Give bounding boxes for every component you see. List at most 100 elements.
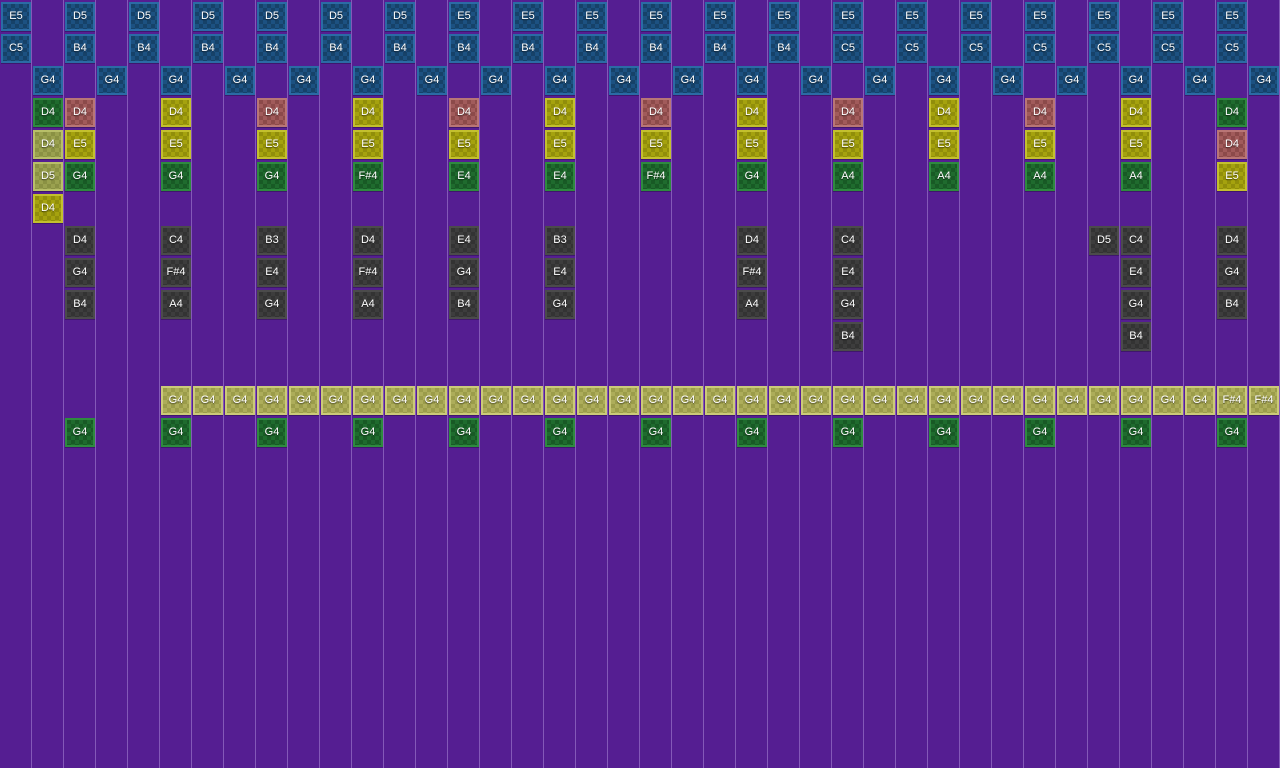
- note-block-e5-blue[interactable]: E5: [1217, 2, 1247, 31]
- note-block-fs4-khaki[interactable]: F#4: [1217, 386, 1247, 415]
- note-block-fs4-green[interactable]: F#4: [641, 162, 671, 191]
- note-block-g4-blue[interactable]: G4: [1185, 66, 1215, 95]
- note-block-g4-khaki[interactable]: G4: [737, 386, 767, 415]
- note-block-e5-blue[interactable]: E5: [961, 2, 991, 31]
- note-block-e5-blue[interactable]: E5: [1, 2, 31, 31]
- note-block-g4-khaki[interactable]: G4: [513, 386, 543, 415]
- note-block-g4-blue[interactable]: G4: [1057, 66, 1087, 95]
- note-block-g4-khaki[interactable]: G4: [385, 386, 415, 415]
- note-block-g4-khaki[interactable]: G4: [801, 386, 831, 415]
- note-block-e5-yellow[interactable]: E5: [545, 130, 575, 159]
- note-block-g4-blue[interactable]: G4: [673, 66, 703, 95]
- note-block-g4-blue[interactable]: G4: [289, 66, 319, 95]
- note-block-e5-yellow[interactable]: E5: [257, 130, 287, 159]
- note-block-b4-gray[interactable]: B4: [833, 322, 863, 351]
- note-block-c5-blue[interactable]: C5: [1, 34, 31, 63]
- note-block-b4-gray[interactable]: B4: [1121, 322, 1151, 351]
- note-block-g4-blue[interactable]: G4: [993, 66, 1023, 95]
- note-block-e4-gray[interactable]: E4: [833, 258, 863, 287]
- note-block-g4-blue[interactable]: G4: [801, 66, 831, 95]
- note-block-b3-gray[interactable]: B3: [545, 226, 575, 255]
- note-block-e4-gray[interactable]: E4: [257, 258, 287, 287]
- note-block-e5-blue[interactable]: E5: [577, 2, 607, 31]
- note-block-g4-khaki[interactable]: G4: [961, 386, 991, 415]
- note-block-g4-khaki[interactable]: G4: [609, 386, 639, 415]
- note-block-g4-green[interactable]: G4: [929, 418, 959, 447]
- note-block-g4-green[interactable]: G4: [737, 162, 767, 191]
- note-block-b4-blue[interactable]: B4: [449, 34, 479, 63]
- note-block-e5-blue[interactable]: E5: [641, 2, 671, 31]
- note-block-e5-yellow[interactable]: E5: [929, 130, 959, 159]
- note-block-d5-blue[interactable]: D5: [129, 2, 159, 31]
- note-block-e5-yellow[interactable]: E5: [641, 130, 671, 159]
- note-block-d5-gray[interactable]: D5: [1089, 226, 1119, 255]
- note-block-e5-yellow[interactable]: E5: [65, 130, 95, 159]
- note-block-g4-khaki[interactable]: G4: [833, 386, 863, 415]
- note-block-b4-blue[interactable]: B4: [641, 34, 671, 63]
- note-block-g4-blue[interactable]: G4: [353, 66, 383, 95]
- note-block-g4-khaki[interactable]: G4: [929, 386, 959, 415]
- note-block-g4-khaki[interactable]: G4: [1153, 386, 1183, 415]
- note-block-e4-gray[interactable]: E4: [545, 258, 575, 287]
- note-block-d4-green[interactable]: D4: [33, 98, 63, 127]
- note-block-g4-green[interactable]: G4: [257, 418, 287, 447]
- note-block-c5-blue[interactable]: C5: [1217, 34, 1247, 63]
- note-block-e5-yellow[interactable]: E5: [1121, 130, 1151, 159]
- note-block-c4-gray[interactable]: C4: [833, 226, 863, 255]
- note-block-d5-blue[interactable]: D5: [385, 2, 415, 31]
- note-block-g4-gray[interactable]: G4: [833, 290, 863, 319]
- note-block-a4-gray[interactable]: A4: [353, 290, 383, 319]
- note-block-g4-green[interactable]: G4: [257, 162, 287, 191]
- note-block-b4-blue[interactable]: B4: [513, 34, 543, 63]
- note-block-d4-yellow[interactable]: D4: [33, 194, 63, 223]
- note-block-g4-khaki[interactable]: G4: [449, 386, 479, 415]
- note-block-e5-blue[interactable]: E5: [513, 2, 543, 31]
- note-block-g4-khaki[interactable]: G4: [545, 386, 575, 415]
- note-block-g4-blue[interactable]: G4: [33, 66, 63, 95]
- note-block-g4-khaki[interactable]: G4: [1185, 386, 1215, 415]
- note-block-fs4-gray[interactable]: F#4: [737, 258, 767, 287]
- note-block-g4-blue[interactable]: G4: [1249, 66, 1279, 95]
- note-block-c4-gray[interactable]: C4: [161, 226, 191, 255]
- note-block-g4-blue[interactable]: G4: [417, 66, 447, 95]
- note-block-g4-green[interactable]: G4: [1121, 418, 1151, 447]
- note-block-a4-gray[interactable]: A4: [737, 290, 767, 319]
- note-block-g4-khaki[interactable]: G4: [481, 386, 511, 415]
- note-block-g4-khaki[interactable]: G4: [1121, 386, 1151, 415]
- note-block-e5-blue[interactable]: E5: [449, 2, 479, 31]
- note-block-g4-khaki[interactable]: G4: [769, 386, 799, 415]
- note-block-d4-red[interactable]: D4: [1217, 130, 1247, 159]
- note-block-c5-blue[interactable]: C5: [961, 34, 991, 63]
- note-block-b4-gray[interactable]: B4: [1217, 290, 1247, 319]
- note-block-e5-blue[interactable]: E5: [1025, 2, 1055, 31]
- note-block-a4-green[interactable]: A4: [833, 162, 863, 191]
- note-block-d4-gray[interactable]: D4: [353, 226, 383, 255]
- note-block-e5-yellow[interactable]: E5: [449, 130, 479, 159]
- note-block-g4-blue[interactable]: G4: [737, 66, 767, 95]
- note-block-b4-blue[interactable]: B4: [257, 34, 287, 63]
- note-block-e5-blue[interactable]: E5: [833, 2, 863, 31]
- note-block-e4-green[interactable]: E4: [545, 162, 575, 191]
- note-block-g4-green[interactable]: G4: [1025, 418, 1055, 447]
- note-block-d5-blue[interactable]: D5: [321, 2, 351, 31]
- note-block-d5-blue[interactable]: D5: [65, 2, 95, 31]
- note-block-d4-yellow[interactable]: D4: [161, 98, 191, 127]
- note-block-b4-blue[interactable]: B4: [577, 34, 607, 63]
- note-block-d4-yellow[interactable]: D4: [545, 98, 575, 127]
- note-block-b4-blue[interactable]: B4: [193, 34, 223, 63]
- note-block-g4-green[interactable]: G4: [65, 418, 95, 447]
- note-block-g4-blue[interactable]: G4: [161, 66, 191, 95]
- note-block-g4-khaki[interactable]: G4: [321, 386, 351, 415]
- note-block-g4-khaki[interactable]: G4: [897, 386, 927, 415]
- note-block-g4-khaki[interactable]: G4: [1057, 386, 1087, 415]
- note-block-g4-khaki[interactable]: G4: [865, 386, 895, 415]
- note-block-d4-red[interactable]: D4: [641, 98, 671, 127]
- note-block-e5-yellow[interactable]: E5: [1217, 162, 1247, 191]
- note-block-b4-blue[interactable]: B4: [65, 34, 95, 63]
- note-block-g4-khaki[interactable]: G4: [641, 386, 671, 415]
- note-block-d4-yellow[interactable]: D4: [353, 98, 383, 127]
- note-block-g4-green[interactable]: G4: [833, 418, 863, 447]
- note-block-fs4-khaki[interactable]: F#4: [1249, 386, 1279, 415]
- note-block-d5-olive[interactable]: D5: [33, 162, 63, 191]
